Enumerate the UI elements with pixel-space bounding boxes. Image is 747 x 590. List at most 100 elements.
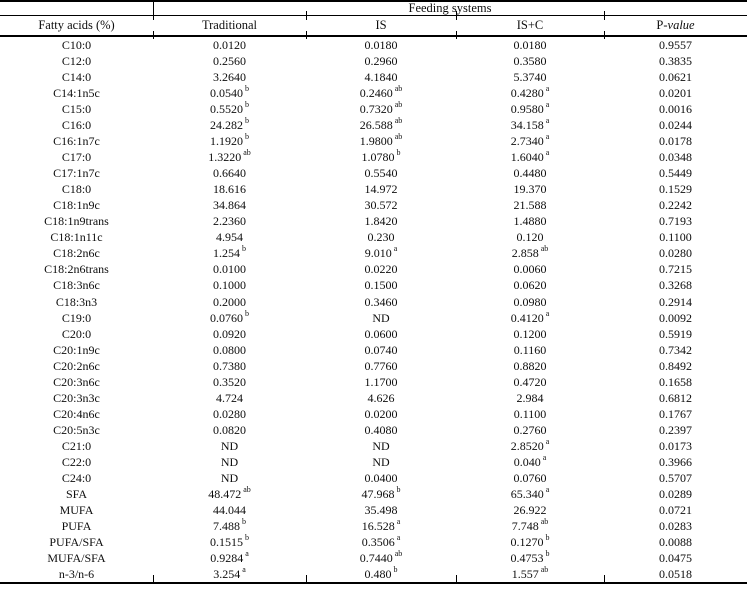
value-is: 0.0180: [364, 38, 398, 53]
column-divider-tick: [456, 11, 457, 20]
value-is: 4.1840: [364, 70, 398, 85]
value-is: 1.9800 ab: [359, 132, 403, 149]
value-is-plus-c: 65.340 a: [510, 484, 550, 501]
column-divider-tick: [153, 31, 154, 39]
table-row: C20:3n3c 4.724 4.626 2.984 0.6812: [0, 390, 747, 406]
value-traditional: 0.0100: [213, 262, 246, 277]
table-row: PUFA/SFA 0.1515 b 0.3506 a 0.1270 b 0.0088: [0, 532, 747, 550]
table-row: C15:0 0.5520 b 0.7320 ab 0.9580 a 0.0016: [0, 101, 747, 117]
value-is: 30.572: [364, 198, 398, 213]
value-traditional: 0.9284 a: [210, 549, 249, 566]
fatty-acid-label: C20:5n3c: [53, 422, 100, 437]
p-value-cell: 0.1767: [659, 406, 692, 421]
column-header-row: Fatty acids (%) Traditional IS IS+C P-va…: [0, 16, 747, 35]
table-body: C10:0 0.0120 0.0180 0.0180 0.9557 C12:0 0.2560…: [0, 37, 747, 582]
value-is-plus-c: 0.4720: [513, 374, 547, 389]
value-is-plus-c: 2.8520 a: [510, 436, 550, 453]
fatty-acid-label: C18:2n6c: [53, 246, 100, 261]
value-traditional: 3.254 a: [213, 565, 246, 582]
value-traditional: 0.0920: [213, 326, 246, 341]
fatty-acid-label: SFA: [65, 486, 88, 501]
value-is: 47.968 b: [361, 484, 401, 501]
p-value-cell: 0.1529: [659, 182, 692, 197]
fatty-acid-label: C20:2n6c: [53, 358, 100, 373]
value-is: ND: [372, 454, 390, 469]
rule-under-column-headers: [0, 35, 747, 37]
p-value-cell: 0.0721: [659, 502, 692, 517]
column-header-traditional: Traditional: [201, 18, 258, 33]
p-value-cell: 0.0088: [659, 534, 692, 549]
p-value-cell: 0.0092: [659, 310, 692, 325]
fatty-acid-label: n-3/n-6: [58, 567, 95, 582]
value-traditional: 1.1920 b: [210, 132, 249, 149]
value-is-plus-c: 0.1270 b: [510, 532, 550, 549]
value-traditional: 1.3220 ab: [208, 148, 251, 165]
p-value-cell: 0.3268: [659, 278, 692, 293]
p-value-cell: 0.1658: [659, 374, 692, 389]
feeding-systems-group-header: Feeding systems: [408, 0, 492, 15]
value-is: 0.3506 a: [361, 532, 401, 549]
table-row: SFA 48.472 ab 47.968 b 65.340 a 0.0289: [0, 484, 747, 502]
column-header-is: IS: [375, 18, 387, 33]
value-is-plus-c: 0.040 a: [513, 452, 547, 469]
value-is: 0.3460: [364, 294, 398, 309]
fatty-acid-label: C18:1n9trans: [44, 214, 109, 229]
table-row: C20:3n6c 0.3520 1.1700 0.4720 0.1658: [0, 374, 747, 390]
value-is: 1.0780 b: [361, 148, 401, 165]
p-value-cell: 0.5449: [659, 166, 692, 181]
column-divider-tick: [604, 31, 605, 39]
value-traditional: 48.472 ab: [208, 484, 251, 501]
fatty-acid-label: C20:0: [61, 326, 92, 341]
column-divider-tick: [604, 11, 605, 20]
value-is: 9.010 a: [364, 244, 398, 261]
value-traditional: 0.1515 b: [210, 532, 249, 549]
table-row: n-3/n-6 3.254 a 0.480 b 1.557 ab 0.0518: [0, 566, 747, 582]
value-traditional: ND: [220, 454, 239, 469]
fatty-acid-label: C20:3n3c: [53, 390, 100, 405]
table-row: C14:0 3.2640 4.1840 5.3740 0.0621: [0, 69, 747, 85]
value-traditional: 24.282 b: [210, 116, 249, 133]
table-row: C18:0 18.616 14.972 19.370 0.1529: [0, 181, 747, 197]
value-traditional: ND: [220, 470, 239, 485]
fatty-acid-label: C18:3n6c: [53, 278, 100, 293]
p-value-cell: 0.3966: [659, 454, 692, 469]
table-row: C12:0 0.2560 0.2960 0.3580 0.3835: [0, 53, 747, 69]
column-divider-tick: [456, 575, 457, 583]
value-is-plus-c: 0.9580 a: [510, 100, 550, 117]
value-is-plus-c: 19.370: [513, 182, 547, 197]
value-is-plus-c: 0.0620: [513, 278, 547, 293]
value-traditional: 0.6640: [213, 166, 246, 181]
table-row: C18:2n6c 1.254 b 9.010 a 2.858 ab 0.0280: [0, 245, 747, 261]
fatty-acid-label: C18:0: [61, 182, 92, 197]
column-divider-tick: [153, 575, 154, 583]
value-is: 0.1500: [364, 278, 398, 293]
value-is-plus-c: 2.7340 a: [510, 132, 550, 149]
value-is: 14.972: [364, 182, 398, 197]
value-is: 16.528 a: [361, 516, 401, 533]
fatty-acid-label: C18:1n9c: [53, 198, 100, 213]
value-traditional: 18.616: [213, 182, 246, 197]
fatty-acid-label: C15:0: [61, 102, 92, 117]
table-row: C19:0 0.0760 b ND 0.4120 a 0.0092: [0, 309, 747, 326]
value-is-plus-c: 0.4753 b: [510, 549, 550, 566]
column-divider-tick: [456, 31, 457, 39]
fatty-acid-label: C19:0: [61, 310, 92, 325]
value-is-plus-c: 0.3580: [513, 54, 547, 69]
value-is: 0.0220: [364, 262, 398, 277]
value-traditional: 0.1000: [213, 278, 246, 293]
value-traditional: ND: [220, 438, 239, 453]
p-value-cell: 0.0475: [659, 551, 692, 566]
value-is-plus-c: 34.158 a: [510, 116, 550, 133]
fatty-acid-label: C12:0: [61, 54, 92, 69]
table-row: C10:0 0.0120 0.0180 0.0180 0.9557: [0, 37, 747, 53]
p-value-cell: 0.7193: [659, 214, 692, 229]
value-traditional: 0.0280: [213, 406, 246, 421]
table-row: C18:3n3 0.2000 0.3460 0.0980 0.2914: [0, 294, 747, 310]
value-traditional: 0.0120: [213, 38, 246, 53]
fatty-acid-label: C17:0: [61, 150, 92, 165]
value-is: ND: [372, 310, 390, 325]
value-is: 0.7320 ab: [359, 100, 403, 117]
p-value-cell: 0.9557: [659, 38, 692, 53]
column-divider-tick: [604, 575, 605, 583]
